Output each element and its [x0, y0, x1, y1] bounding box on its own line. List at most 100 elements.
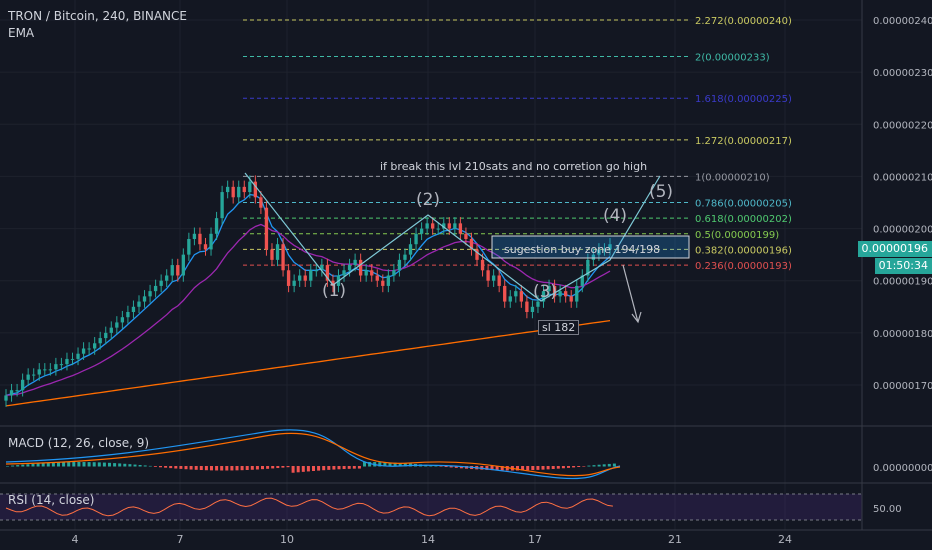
candle-body — [170, 265, 174, 276]
candle-body — [92, 343, 97, 349]
macd-pane — [5, 429, 621, 480]
time-tick-label: 17 — [528, 533, 542, 546]
macd-histogram-bar — [51, 462, 55, 467]
candle-body — [370, 270, 374, 276]
candle-body — [225, 186, 230, 193]
candle-body — [480, 259, 485, 271]
candle-body — [458, 223, 463, 234]
candle-body — [375, 275, 379, 281]
macd-histogram-bar — [546, 466, 550, 470]
macd-histogram-bar — [281, 466, 285, 468]
macd-histogram-bar — [92, 462, 96, 467]
macd-histogram-bar — [342, 466, 346, 470]
macd-histogram-bar — [327, 466, 331, 470]
macd-histogram-bar — [541, 466, 545, 470]
candle-body — [20, 379, 25, 391]
candle-body — [153, 285, 158, 292]
fib-levels: 2.272(0.00000240) 2(0.00000233) 1.618(0.00… — [243, 16, 792, 272]
macd-histogram-bar — [500, 466, 504, 471]
candle-body — [425, 223, 429, 229]
wave-label: (4) — [603, 206, 627, 226]
candle-body — [181, 254, 185, 276]
candle-body — [165, 275, 169, 281]
macd-histogram-bar — [363, 462, 366, 467]
macd-histogram-bar — [31, 463, 35, 467]
macd-histogram-bar — [378, 462, 382, 467]
macd-histogram-bar — [572, 466, 576, 468]
candle-body — [586, 259, 590, 276]
macd-histogram-bar — [174, 466, 178, 469]
rsi-label: RSI (14, close) — [8, 493, 95, 507]
wave-path — [244, 172, 661, 302]
macd-histogram-bar — [220, 466, 224, 471]
candle-body — [70, 358, 75, 360]
candle-body — [303, 275, 307, 281]
wave-label: (1) — [322, 281, 346, 301]
candle-body — [37, 369, 41, 375]
macd-histogram-bar — [561, 466, 565, 469]
ema-lines — [5, 193, 611, 407]
candle-body — [126, 312, 130, 318]
candle-body — [519, 291, 524, 302]
macd-histogram-bar — [245, 466, 249, 470]
macd-histogram-bar — [26, 464, 30, 467]
candle-body — [364, 270, 368, 276]
macd-histogram-bar — [36, 463, 40, 467]
candle-body — [558, 291, 562, 297]
macd-histogram-bar — [16, 465, 20, 467]
macd-histogram-bar — [516, 466, 519, 471]
macd-histogram-bar — [526, 466, 530, 471]
macd-histogram-bar — [567, 466, 570, 468]
candle-body — [237, 186, 241, 198]
candle-body — [87, 348, 91, 350]
macd-histogram-bar — [21, 464, 25, 467]
candle-body — [298, 275, 302, 281]
candle-body — [54, 364, 58, 370]
candle-body — [148, 291, 152, 297]
candle-body — [32, 374, 36, 376]
candle-body — [275, 244, 280, 260]
candle-body — [564, 291, 568, 297]
macd-histogram-bar — [230, 466, 234, 471]
candle-body — [414, 233, 418, 245]
macd-histogram-bar — [210, 466, 213, 471]
candle-body — [469, 239, 474, 250]
candle-body — [486, 270, 490, 281]
candle-body — [104, 332, 108, 339]
wave-label: (2) — [416, 190, 440, 210]
macd-histogram-bar — [439, 466, 443, 467]
chart-title: TRON / Bitcoin, 240, BINANCE — [8, 9, 187, 23]
candle-body — [608, 244, 612, 250]
macd-histogram-bar — [301, 466, 305, 472]
macd-histogram-bar — [148, 465, 152, 467]
candle-body — [176, 265, 180, 276]
candle-body — [552, 285, 557, 297]
fib-label: 1(0.00000210) — [695, 172, 770, 183]
ema-fast-line — [5, 193, 611, 397]
macd-histogram-bar — [261, 466, 264, 470]
rsi-line — [5, 497, 613, 517]
macd-histogram-bar — [393, 462, 397, 467]
time-tick-label: 21 — [668, 533, 682, 546]
price-tick-label: 0.00000200 — [873, 225, 932, 236]
price-tick-label: 0.00000240 — [873, 16, 932, 27]
candle-body — [9, 390, 14, 396]
macd-histogram-bar — [296, 466, 300, 473]
price-tick-label: 0.00000180 — [873, 329, 932, 340]
candle-body — [115, 322, 119, 328]
macd-histogram-bar — [459, 466, 463, 469]
macd-histogram-bar — [556, 466, 560, 469]
macd-histogram-bar — [225, 466, 229, 471]
macd-histogram-bar — [602, 464, 606, 467]
candle-body — [43, 369, 47, 371]
macd-histogram-bar — [204, 466, 208, 471]
fib-label: 0.236(0.00000193) — [695, 261, 792, 272]
candle-body — [436, 228, 440, 230]
macd-histogram-bar — [102, 462, 106, 467]
macd-signal-line — [5, 432, 621, 477]
macd-histogram-bar — [255, 466, 259, 470]
candle-body — [253, 181, 258, 198]
candle-body — [597, 249, 601, 255]
